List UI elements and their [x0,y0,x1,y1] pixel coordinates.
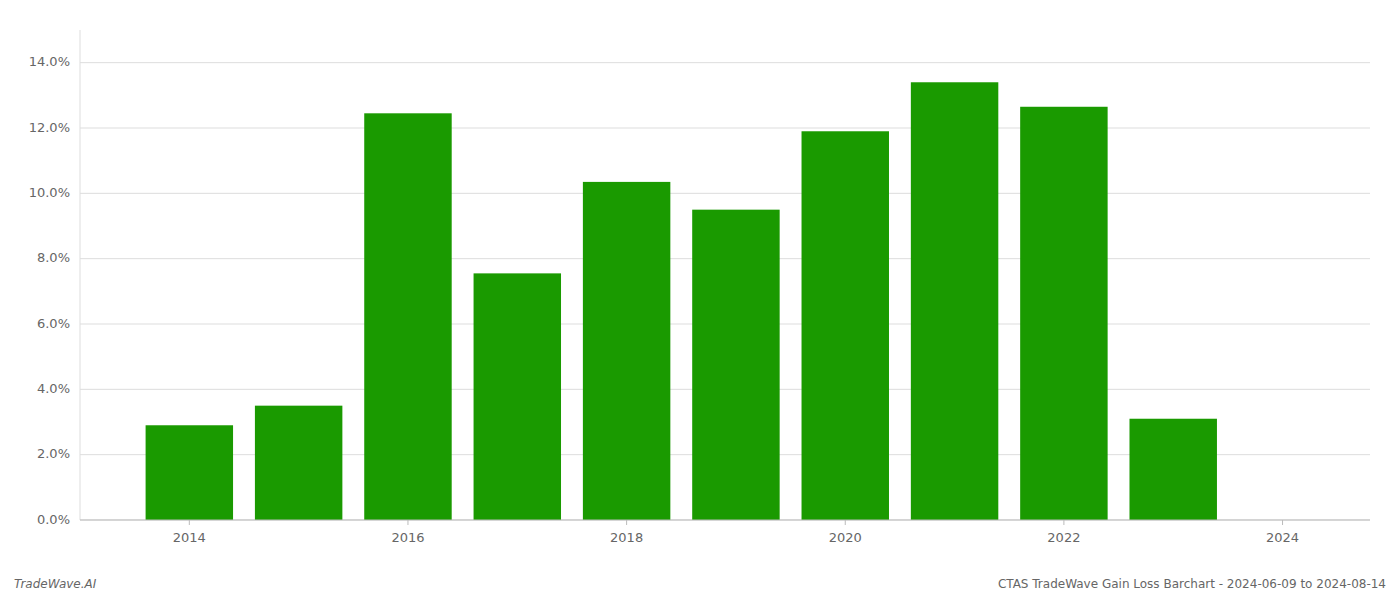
x-tick-label: 2014 [173,530,206,545]
y-tick-label: 10.0% [29,185,70,200]
x-tick [407,520,408,525]
y-tick-label: 12.0% [29,120,70,135]
y-axis: 0.0% 2.0% 4.0% 6.0% 8.0% 10.0% 12.0% 14.0% [29,54,1370,526]
x-tick [1282,520,1283,525]
x-tick [845,520,846,525]
x-tick [189,520,190,525]
x-tick [1063,520,1064,525]
y-axis-line [80,30,81,520]
y-tick-label: 2.0% [37,446,70,461]
y-tick-label: 8.0% [37,250,70,265]
bar [1020,107,1107,520]
x-tick-label: 2016 [391,530,424,545]
bar [255,406,342,520]
grid-line [80,62,1370,63]
y-tick-label: 6.0% [37,316,70,331]
chart-container: 0.0%2.0%4.0%6.0%8.0%10.0%12.0%14.0%20142… [0,0,1400,600]
grid-line [80,520,1370,521]
bar [583,182,670,520]
x-axis-line [80,520,1370,521]
bar [474,273,561,520]
bar [146,425,233,520]
x-tick-label: 2024 [1266,530,1299,545]
grid-line [80,128,1370,129]
x-tick [626,520,627,525]
x-tick-label: 2020 [829,530,862,545]
bar [1129,419,1216,520]
title: CTAS TradeWave Gain Loss Barchart - 2024… [998,577,1386,591]
y-tick-label: 14.0% [29,54,70,69]
bar [364,113,451,520]
bars [146,82,1217,520]
y-tick-label: 0.0% [37,512,70,527]
x-axis: 2014 2016 2018 2020 2022 2024 [173,520,1299,545]
bar [692,210,779,520]
x-tick-label: 2018 [610,530,643,545]
watermark: TradeWave.AI [14,577,97,591]
x-tick-label: 2022 [1047,530,1080,545]
y-tick-label: 4.0% [37,381,70,396]
bar [911,82,998,520]
bar [802,131,889,520]
grid-line [80,193,1370,194]
chart-svg: 0.0%2.0%4.0%6.0%8.0%10.0%12.0%14.0%20142… [0,0,1400,600]
